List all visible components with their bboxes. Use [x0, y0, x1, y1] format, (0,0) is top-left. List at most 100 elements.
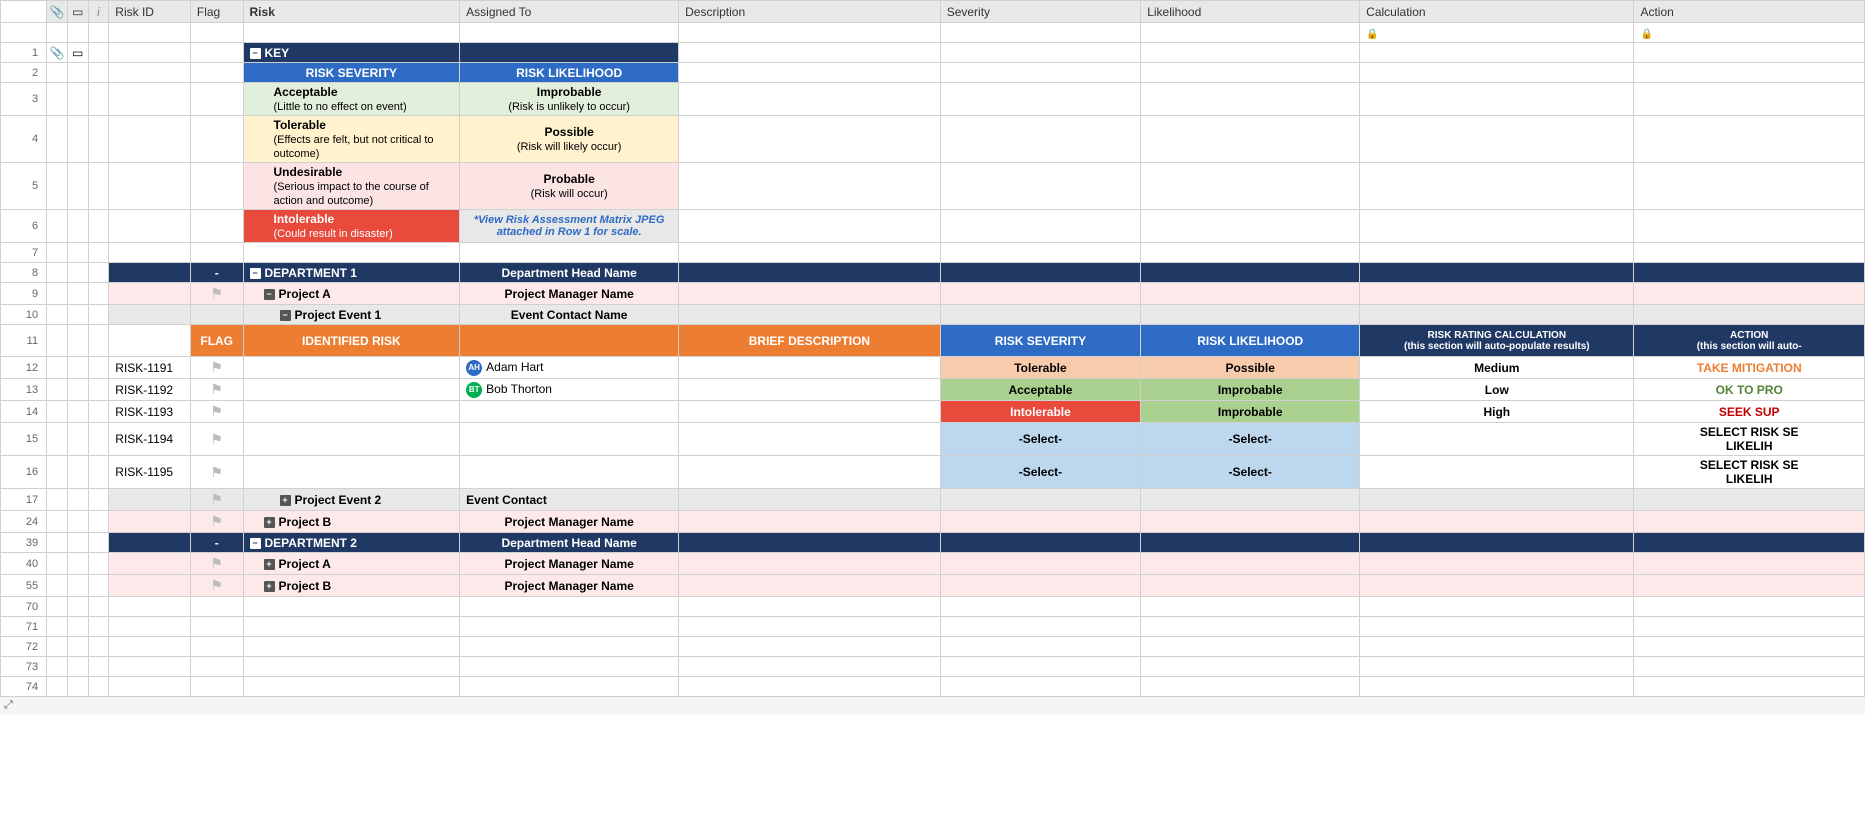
risk-cell[interactable] — [243, 357, 460, 379]
collapse-icon[interactable]: − — [264, 289, 275, 300]
projB-title-cell[interactable]: +Project B — [243, 511, 460, 533]
expand-icon[interactable]: + — [264, 517, 275, 528]
action-cell[interactable]: OK TO PRO — [1634, 379, 1865, 401]
key-title-cell[interactable]: −KEY — [243, 43, 460, 63]
dept2-projA-title-cell[interactable]: +Project A — [243, 553, 460, 575]
assigned-cell[interactable]: AHAdam Hart — [460, 357, 679, 379]
calc-cell[interactable]: Low — [1360, 379, 1634, 401]
rownum[interactable]: 3 — [1, 83, 47, 116]
flag-header[interactable]: Flag — [190, 1, 243, 23]
key-sev-cell[interactable]: Undesirable(Serious impact to the course… — [243, 163, 460, 210]
assigned-cell[interactable] — [460, 423, 679, 456]
calc-section-hdr[interactable]: RISK RATING CALCULATION(this section wil… — [1360, 325, 1634, 357]
collapse-icon[interactable]: − — [250, 538, 261, 549]
flag-cell[interactable]: ⚑ — [190, 379, 243, 401]
flag-cell[interactable]: ⚑ — [190, 423, 243, 456]
expand-icon[interactable]: + — [264, 559, 275, 570]
rownum[interactable]: 15 — [1, 423, 47, 456]
flag-cell[interactable]: ⚑ — [190, 357, 243, 379]
dept2-dash[interactable]: - — [190, 533, 243, 553]
calc-cell[interactable]: Medium — [1360, 357, 1634, 379]
event1-contact[interactable]: Event Contact Name — [460, 305, 679, 325]
action-cell[interactable]: SELECT RISK SELIKELIH — [1634, 423, 1865, 456]
flag-cell[interactable]: ⚑ — [190, 456, 243, 489]
expand-fullscreen-icon[interactable]: ⤢ — [0, 699, 13, 711]
rownum[interactable]: 7 — [1, 243, 47, 263]
dept2-projB-mgr[interactable]: Project Manager Name — [460, 575, 679, 597]
event2-title-cell[interactable]: +Project Event 2 — [243, 489, 460, 511]
desc-cell[interactable] — [679, 357, 941, 379]
rownum[interactable]: 5 — [1, 163, 47, 210]
dept1-dash[interactable]: - — [190, 263, 243, 283]
like-cell[interactable]: -Select- — [1141, 456, 1360, 489]
like-section-hdr[interactable]: RISK LIKELIHOOD — [1141, 325, 1360, 357]
projB-mgr[interactable]: Project Manager Name — [460, 511, 679, 533]
sev-cell[interactable]: Intolerable — [940, 401, 1141, 423]
rownum[interactable]: 11 — [1, 325, 47, 357]
rownum[interactable]: 4 — [1, 116, 47, 163]
event1-title-cell[interactable]: −Project Event 1 — [243, 305, 460, 325]
key-sev-header[interactable]: RISK SEVERITY — [243, 63, 460, 83]
rownum[interactable]: 13 — [1, 379, 47, 401]
key-sev-cell[interactable]: Acceptable(Little to no effect on event) — [243, 83, 460, 116]
rownum[interactable]: 72 — [1, 637, 47, 657]
riskid-cell[interactable]: RISK-1191 — [109, 357, 191, 379]
key-like-cell[interactable]: *View Risk Assessment Matrix JPEG attach… — [460, 210, 679, 243]
assigned-cell[interactable] — [460, 401, 679, 423]
risk-cell[interactable] — [243, 379, 460, 401]
like-cell[interactable]: -Select- — [1141, 423, 1360, 456]
rownum[interactable]: 39 — [1, 533, 47, 553]
calc-cell[interactable]: High — [1360, 401, 1634, 423]
collapse-icon[interactable]: − — [280, 310, 291, 321]
calc-cell[interactable] — [1360, 456, 1634, 489]
rownum[interactable]: 71 — [1, 617, 47, 637]
key-like-header[interactable]: RISK LIKELIHOOD — [460, 63, 679, 83]
desc-cell[interactable] — [679, 423, 941, 456]
collapse-icon[interactable]: − — [250, 48, 261, 59]
sev-section-hdr[interactable]: RISK SEVERITY — [940, 325, 1141, 357]
severity-header[interactable]: Severity — [940, 1, 1141, 23]
assigned-cell[interactable] — [460, 456, 679, 489]
key-like-cell[interactable]: Probable(Risk will occur) — [460, 163, 679, 210]
rownum[interactable]: 6 — [1, 210, 47, 243]
rownum[interactable]: 9 — [1, 283, 47, 305]
event2-contact[interactable]: Event Contact — [460, 489, 679, 511]
sev-cell[interactable]: -Select- — [940, 423, 1141, 456]
attach-cell[interactable]: 📎 — [47, 43, 68, 63]
calc-cell[interactable] — [1360, 423, 1634, 456]
rownum[interactable]: 8 — [1, 263, 47, 283]
rownum[interactable]: 14 — [1, 401, 47, 423]
rownum[interactable]: 40 — [1, 553, 47, 575]
desc-cell[interactable] — [679, 401, 941, 423]
action-header[interactable]: Action — [1634, 1, 1865, 23]
assigned-cell[interactable]: BTBob Thorton — [460, 379, 679, 401]
action-section-hdr[interactable]: ACTION(this section will auto- — [1634, 325, 1865, 357]
calculation-header[interactable]: Calculation — [1360, 1, 1634, 23]
flag-section-hdr[interactable]: FLAG — [190, 325, 243, 357]
description-header[interactable]: Description — [679, 1, 941, 23]
desc-cell[interactable] — [679, 379, 941, 401]
like-cell[interactable]: Possible — [1141, 357, 1360, 379]
flag-cell[interactable]: ⚑ — [190, 401, 243, 423]
assigned-header[interactable]: Assigned To — [460, 1, 679, 23]
rownum[interactable]: 55 — [1, 575, 47, 597]
key-like-cell[interactable]: Improbable(Risk is unlikely to occur) — [460, 83, 679, 116]
rownum[interactable]: 2 — [1, 63, 47, 83]
action-cell[interactable]: SEEK SUP — [1634, 401, 1865, 423]
sev-cell[interactable]: Tolerable — [940, 357, 1141, 379]
risk-cell[interactable] — [243, 401, 460, 423]
dept2-projA-mgr[interactable]: Project Manager Name — [460, 553, 679, 575]
riskid-cell[interactable]: RISK-1192 — [109, 379, 191, 401]
projA-title-cell[interactable]: −Project A — [243, 283, 460, 305]
rownum[interactable]: 17 — [1, 489, 47, 511]
dept2-title-cell[interactable]: −DEPARTMENT 2 — [243, 533, 460, 553]
likelihood-header[interactable]: Likelihood — [1141, 1, 1360, 23]
rownum[interactable]: 1 — [1, 43, 47, 63]
rownum[interactable]: 10 — [1, 305, 47, 325]
risk-cell[interactable] — [243, 423, 460, 456]
action-cell[interactable]: SELECT RISK SELIKELIH — [1634, 456, 1865, 489]
projA-mgr[interactable]: Project Manager Name — [460, 283, 679, 305]
rownum[interactable]: 73 — [1, 657, 47, 677]
key-like-cell[interactable]: Possible(Risk will likely occur) — [460, 116, 679, 163]
riskid-cell[interactable]: RISK-1193 — [109, 401, 191, 423]
